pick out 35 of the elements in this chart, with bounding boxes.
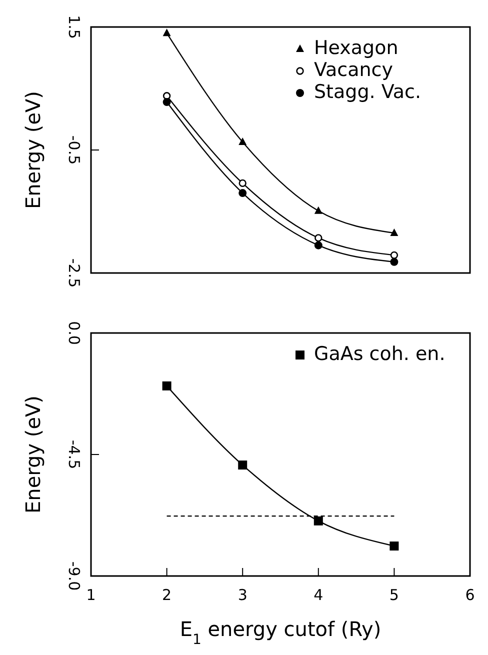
point [162, 98, 171, 106]
point [390, 228, 398, 236]
point [238, 460, 248, 470]
point [314, 206, 322, 214]
point [162, 92, 171, 100]
point [238, 138, 247, 146]
x-tick-label: 5 [389, 586, 399, 604]
legend-label: Stagg. Vac. [314, 81, 422, 104]
point [390, 542, 399, 551]
y-axis-title: Energy (eV) [21, 91, 45, 209]
legend-label: GaAs coh. en. [314, 343, 446, 366]
x-tick-label: 2 [162, 586, 172, 604]
point [314, 241, 322, 250]
x-tick-label: 6 [465, 586, 475, 604]
x-tick-label: 4 [314, 586, 324, 604]
y-tick-label: 1.5 [64, 15, 83, 39]
legend-label: Vacancy [314, 59, 393, 82]
y-tick-label: -2.5 [64, 258, 83, 288]
x-tick-label: 1 [86, 586, 96, 604]
x-tick-label: 3 [238, 586, 248, 604]
y-tick-label: 0.0 [64, 321, 83, 345]
point [238, 189, 247, 198]
y-axis-title: Energy (eV) [21, 396, 45, 514]
point [390, 258, 398, 266]
point [162, 28, 171, 36]
x-axis-title: E$_{1}$ energy cutof (Ry) [180, 617, 382, 648]
y-tick-label: -4.5 [64, 440, 83, 470]
point [390, 251, 398, 260]
point [314, 516, 323, 526]
point [238, 179, 246, 188]
y-tick-label: -0.5 [64, 135, 83, 165]
point [162, 381, 172, 390]
y-tick-label: -9.0 [64, 561, 83, 591]
point [314, 234, 322, 242]
legend-label: Hexagon [314, 37, 398, 60]
